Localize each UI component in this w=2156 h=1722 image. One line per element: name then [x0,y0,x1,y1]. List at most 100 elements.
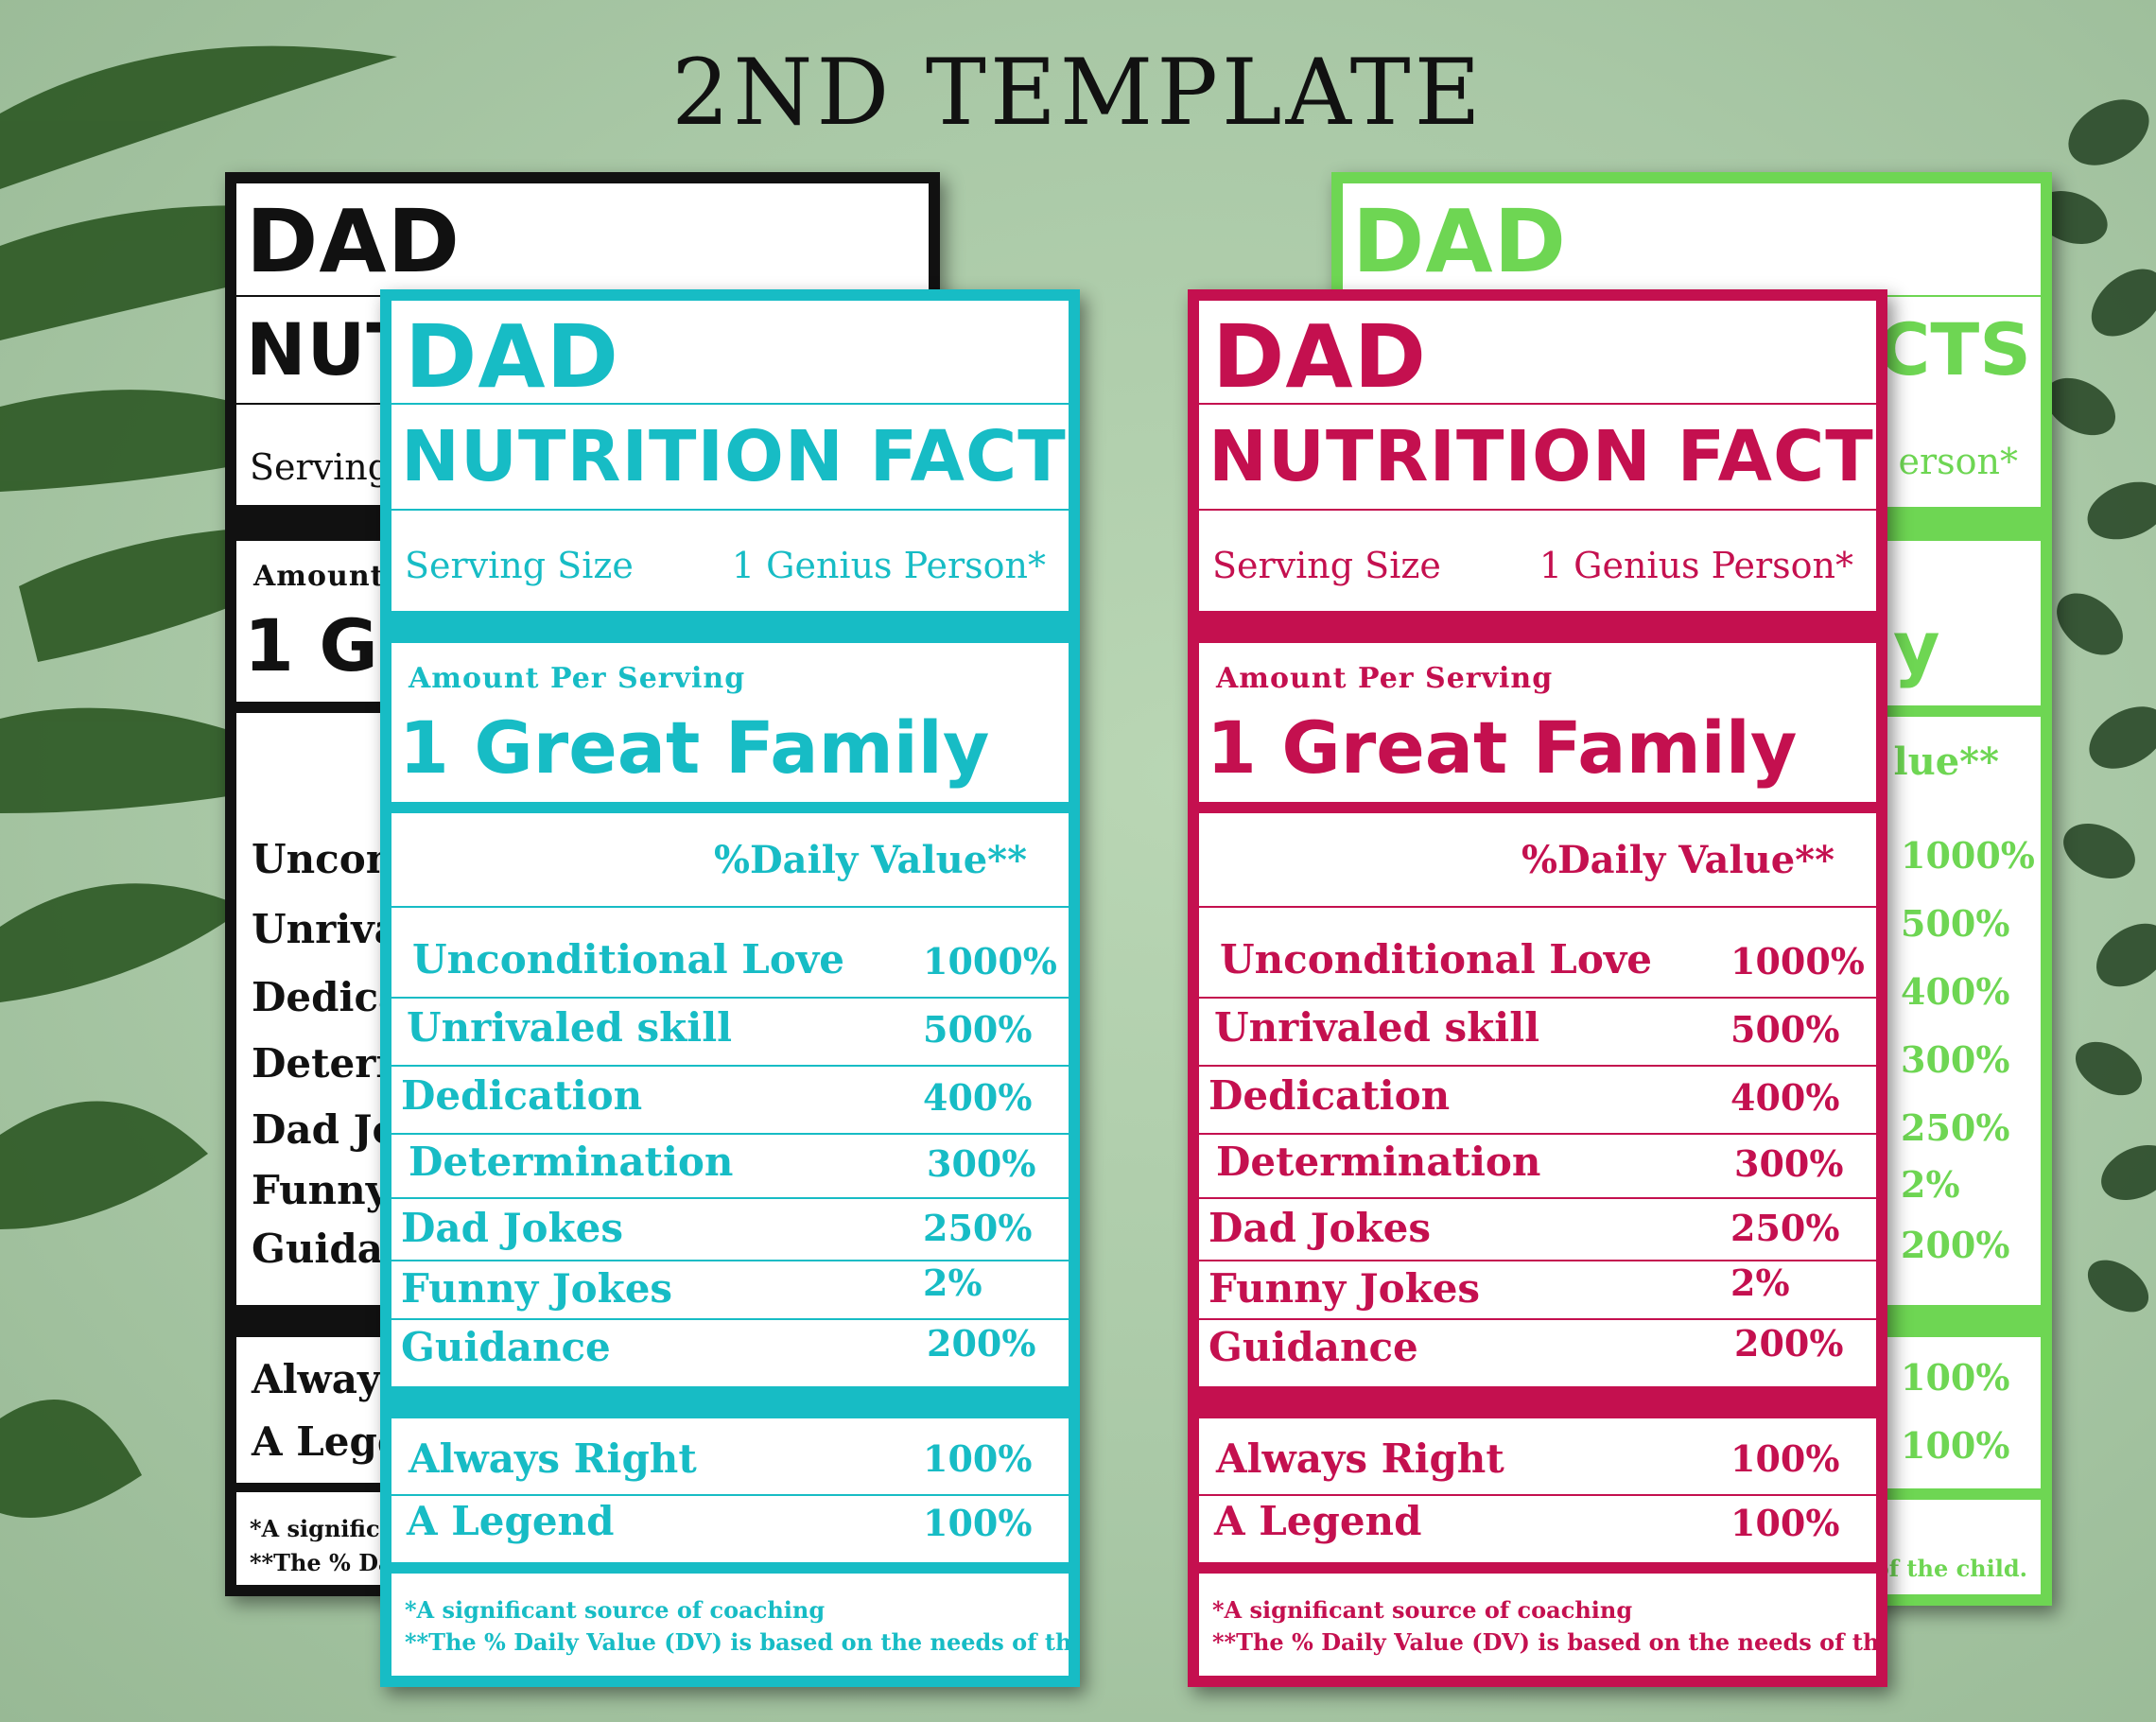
row-value: 250% [923,1207,1033,1249]
divider [1199,906,1876,908]
divider [1199,509,1876,511]
divider [391,906,1069,908]
serving-size-value: erson* [1898,441,2018,482]
row-name: Detern [252,1040,405,1087]
row-name: A Lege [252,1418,403,1465]
row-value: 500% [1901,902,2010,945]
row-value: 300% [927,1142,1036,1185]
section-band [1199,802,1876,813]
divider [391,1197,1069,1199]
row-name: Determination [1216,1139,1541,1185]
row-value: 100% [923,1502,1033,1544]
footnote: **The % Dai [250,1549,402,1576]
section-band [391,1386,1069,1418]
row-value: 1000% [1901,834,2035,877]
divider [391,509,1069,511]
row-value: 2% [923,1261,982,1304]
row-value: 500% [1730,1008,1840,1051]
divider [1199,1318,1876,1320]
card-dad-heading: DAD [1212,306,1427,408]
footnote: *A significant source of coaching [1212,1596,1633,1624]
card-dad-heading: DAD [246,191,461,292]
row-name: Funny [252,1167,390,1213]
row-name: Determination [409,1139,734,1185]
divider [1199,1133,1876,1135]
row-value: 300% [1901,1038,2010,1081]
row-name: Dedication [401,1072,643,1119]
nutrition-card-teal: DAD NUTRITION FACTS Serving Size 1 Geniu… [380,289,1080,1687]
row-value: 200% [927,1322,1036,1365]
section-band [1199,1562,1876,1574]
row-value: 2% [1901,1163,1960,1206]
divider [1199,1065,1876,1067]
family-text: 1 Great Family [1207,705,1798,790]
divider [391,403,1069,405]
daily-value-label: %Daily Value** [713,838,1027,882]
row-value: 100% [1730,1502,1840,1544]
divider [1199,1197,1876,1199]
divider [1199,997,1876,999]
footnote: **The % Daily Value (DV) is based on the… [1212,1628,1880,1656]
row-value: 100% [1730,1437,1840,1480]
row-value: 1000% [1730,940,1865,983]
row-name: Dedica [252,974,405,1020]
section-band [1199,611,1876,643]
card-nutrition-heading: NUTRITION FACTS [1208,416,1887,497]
divider [391,997,1069,999]
row-name: Always Right [1216,1435,1504,1482]
row-name: Dad Jokes [1208,1205,1431,1251]
row-value: 1000% [923,940,1057,983]
serving-size-value: 1 Genius Person* [1539,545,1853,586]
row-name: Uncon [252,836,395,882]
divider [1199,403,1876,405]
row-name: Guidance [401,1324,611,1370]
row-name: A Legend [407,1498,615,1544]
card-dad-heading: DAD [1352,191,1567,292]
row-value: 400% [923,1076,1033,1119]
card-dad-heading: DAD [405,306,619,408]
card-nutrition-heading: NUTRITION FACTS [401,416,1080,497]
divider [391,1065,1069,1067]
row-value: 300% [1734,1142,1844,1185]
divider [1199,1260,1876,1261]
divider [391,1494,1069,1496]
row-name: Unrivaled skill [407,1004,733,1051]
row-name: Unconditional Love [412,936,844,983]
footnote: *A significant source of coaching [405,1596,826,1624]
family-text: y [1893,605,1940,689]
divider [391,1318,1069,1320]
nutrition-card-magenta: DAD NUTRITION FACTS Serving Size 1 Geniu… [1188,289,1887,1687]
family-text: 1 Great Family [399,705,990,790]
row-name: Dad Jokes [401,1205,623,1251]
divider [1199,1494,1876,1496]
row-name: Funny Jokes [1208,1265,1481,1312]
amount-per-serving: Amount Per Serving [409,662,746,695]
row-value: 250% [1901,1106,2010,1149]
row-value: 400% [1901,970,2010,1013]
row-value: 500% [923,1008,1033,1051]
section-band [1199,1386,1876,1418]
row-name: Unriva [252,906,400,952]
row-value: 2% [1730,1261,1790,1304]
row-value: 100% [1901,1424,2010,1467]
row-value: 200% [1734,1322,1844,1365]
row-name: Alway [252,1356,381,1402]
amount-per-serving: Amount [253,560,385,593]
section-band [391,1562,1069,1574]
section-band [391,802,1069,813]
row-name: Funny Jokes [401,1265,673,1312]
footnote: of the child. [1873,1555,2027,1582]
page-title: 2ND TEMPLATE [671,40,1485,146]
row-value: 100% [1901,1356,2010,1399]
row-name: Always Right [409,1435,697,1482]
divider [391,1133,1069,1135]
daily-value-label: %Daily Value** [1521,838,1834,882]
section-band [391,611,1069,643]
serving-size-value: 1 Genius Person* [731,545,1046,586]
row-name: Unconditional Love [1220,936,1652,983]
row-value: 250% [1730,1207,1840,1249]
divider [391,1260,1069,1261]
daily-value-label: lue** [1893,739,1999,784]
row-name: Unrivaled skill [1214,1004,1540,1051]
row-value: 100% [923,1437,1033,1480]
